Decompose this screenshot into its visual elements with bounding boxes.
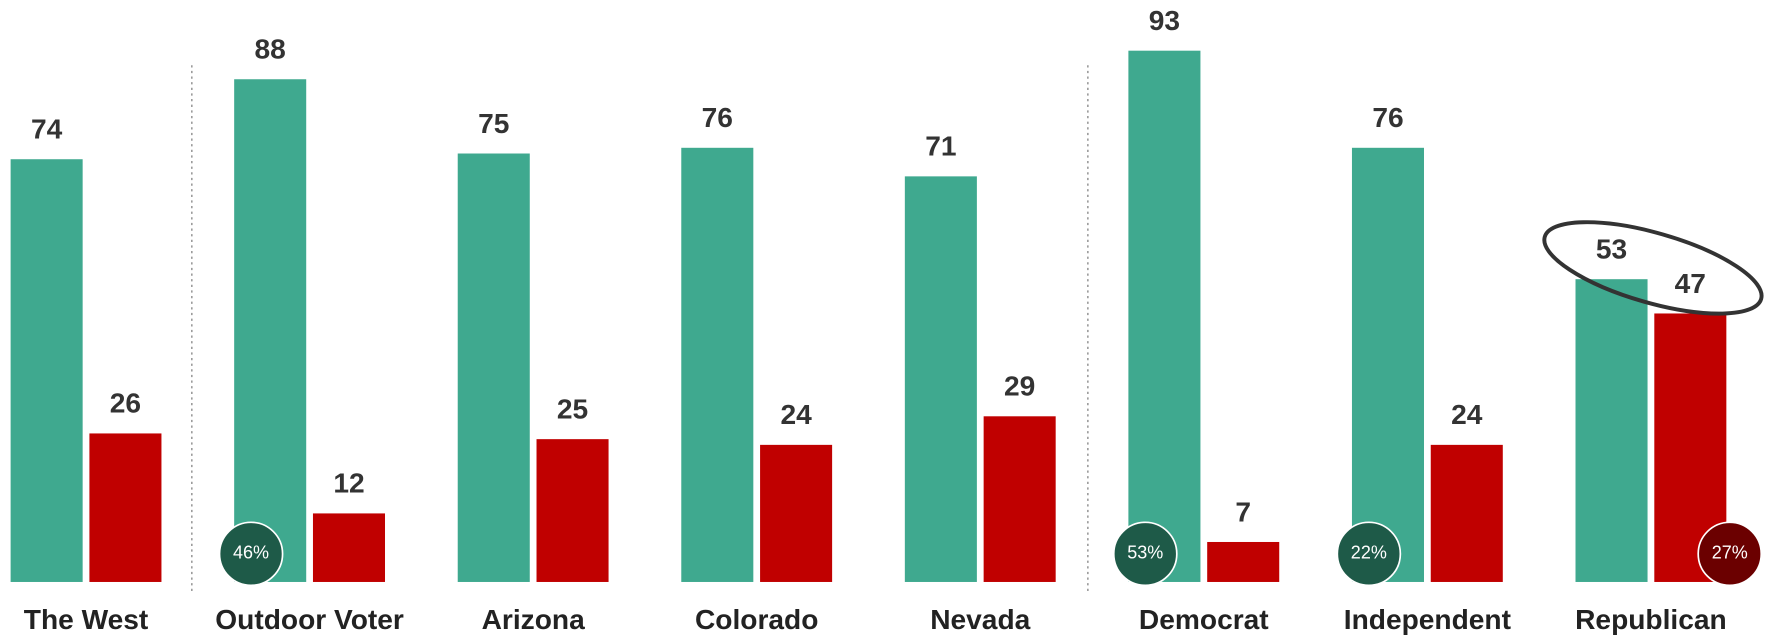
data-label: 93 <box>1149 5 1180 36</box>
data-label: 12 <box>333 468 364 499</box>
badge <box>1336 521 1402 587</box>
data-label: 26 <box>110 388 141 419</box>
x-tick-label: Independent <box>1344 604 1512 635</box>
bar <box>10 159 83 582</box>
bar <box>760 444 833 582</box>
data-label: 24 <box>1451 399 1483 430</box>
badge <box>218 521 284 587</box>
x-tick-label: Democrat <box>1139 604 1269 635</box>
x-tick-label: Arizona <box>482 604 585 635</box>
data-label: 75 <box>478 108 509 139</box>
data-label: 24 <box>780 399 812 430</box>
badge-label: 46% <box>233 543 269 563</box>
data-label: 76 <box>702 102 733 133</box>
x-tick-label: Outdoor Voter <box>215 604 404 635</box>
bar <box>1128 50 1201 582</box>
bar <box>89 433 162 582</box>
bar <box>234 79 307 582</box>
data-label: 7 <box>1235 496 1251 527</box>
bar <box>1430 444 1503 582</box>
data-label: 88 <box>255 34 286 65</box>
highlight-ellipse <box>1542 220 1764 316</box>
badge <box>1697 521 1763 587</box>
data-label: 76 <box>1372 102 1403 133</box>
data-label: 71 <box>925 131 956 162</box>
x-tick-label: Nevada <box>930 604 1030 635</box>
bar <box>312 513 386 582</box>
data-label: 53 <box>1596 233 1627 264</box>
bar <box>904 176 977 582</box>
bar <box>983 416 1056 582</box>
badge <box>1112 521 1178 587</box>
bars: The West 74 26 Outdoor Voter 88 12 Arizona 75 25… <box>10 5 1763 635</box>
data-label: 29 <box>1004 371 1035 402</box>
bar <box>1351 147 1424 582</box>
bar <box>1207 541 1280 582</box>
x-tick-label: Colorado <box>695 604 818 635</box>
data-label: 74 <box>31 114 63 145</box>
badge-label: 53% <box>1127 543 1163 563</box>
x-tick-label: Republican <box>1575 604 1727 635</box>
bar <box>681 147 754 582</box>
x-tick-label: The West <box>24 604 149 635</box>
data-label: 25 <box>557 393 588 424</box>
badge-label: 22% <box>1351 543 1387 563</box>
bar <box>536 439 609 582</box>
bar <box>1575 279 1648 582</box>
data-label: 47 <box>1675 268 1706 299</box>
badge-label: 27% <box>1712 543 1748 563</box>
bar <box>457 153 530 582</box>
